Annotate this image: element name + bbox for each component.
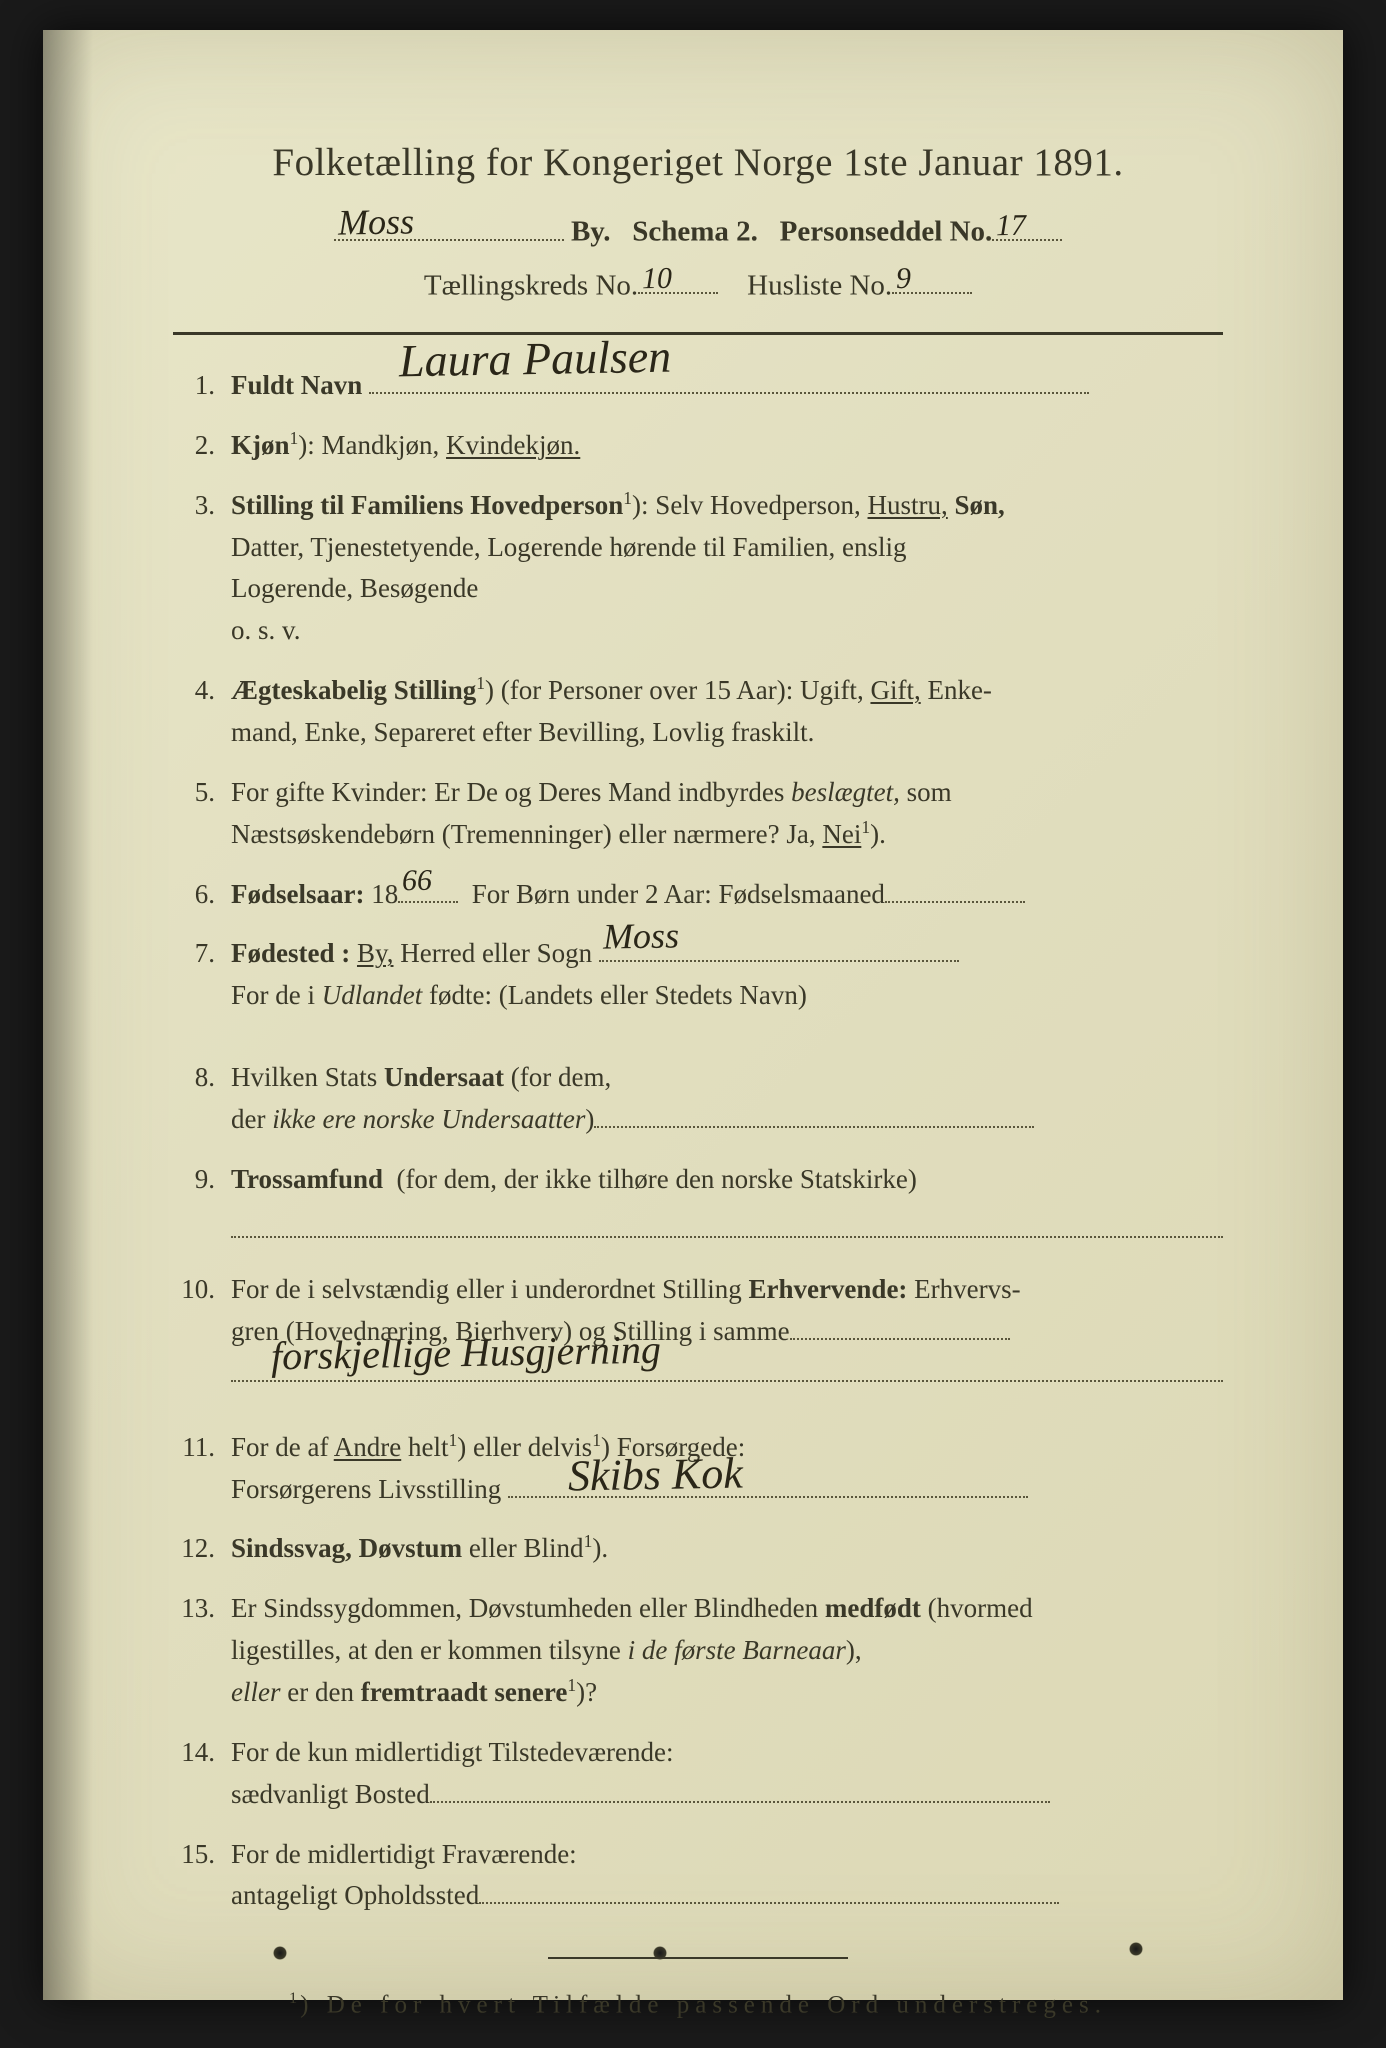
q3-label: Stilling til Familiens Hovedperson [231, 490, 623, 520]
q2-label: Kjøn [231, 430, 290, 460]
divider-top [173, 332, 1223, 335]
schema-label: Schema 2. [632, 216, 758, 248]
header-line-2: Tællingskreds No.10 Husliste No.9 [173, 267, 1223, 303]
q6-label: Fødselsaar: [231, 879, 364, 909]
q5: 5. For gifte Kvinder: Er De og Deres Man… [173, 772, 1223, 856]
form-title: Folketælling for Kongeriget Norge 1ste J… [173, 140, 1223, 185]
q10-value: forskjellige Husgjerning [270, 1319, 661, 1388]
q9: 9. Trossamfund (for dem, der ikke tilhør… [173, 1159, 1223, 1251]
q11: 11. For de af Andre helt1) eller delvis1… [173, 1427, 1223, 1511]
q4-label: Ægteskabelig Stilling [231, 675, 476, 705]
header-line-1: Moss By. Schema 2. Personseddel No.17 [173, 213, 1223, 249]
punch-hole [273, 1946, 287, 1960]
q10: 10. For de i selvstændig eller i underor… [173, 1269, 1223, 1395]
q4: 4. Ægteskabelig Stilling1) (for Personer… [173, 670, 1223, 754]
personseddel-no: 17 [996, 208, 1027, 243]
kreds-no: 10 [642, 262, 673, 297]
q7-label: Fødested : [231, 938, 350, 968]
q1-label: Fuldt Navn [231, 370, 362, 400]
punch-hole [1129, 1942, 1143, 1956]
census-form: Folketælling for Kongeriget Norge 1ste J… [43, 30, 1343, 2000]
q11-value: Skibs Kok [567, 1440, 743, 1511]
q7-by: By, [357, 938, 394, 968]
q15: 15. For de midlertidigt Fraværende: anta… [173, 1834, 1223, 1918]
q3-hustru: Hustru, [868, 490, 948, 520]
no-label: No. [950, 216, 993, 248]
q6-year: 66 [402, 858, 433, 905]
q7-value: Moss [602, 908, 679, 965]
punch-hole [653, 1946, 667, 1960]
q1-value: Laura Paulsen [398, 320, 671, 396]
q2-opt2: Kvindekjøn. [446, 430, 580, 460]
q8: 8. Hvilken Stats Undersaat (for dem, der… [173, 1057, 1223, 1141]
q13: 13. Er Sindssygdommen, Døvstumheden elle… [173, 1588, 1223, 1714]
husliste-no: 9 [896, 262, 912, 296]
q12: 12. Sindssvag, Døvstum eller Blind1). [173, 1528, 1223, 1570]
by-value: Moss [337, 200, 414, 243]
q5-nei: Nei [822, 819, 861, 849]
q4-gift: Gift, [870, 675, 920, 705]
divider-bottom [548, 1957, 848, 1959]
q1: 1. Fuldt Navn Laura Paulsen [173, 365, 1223, 407]
husliste-label: Husliste No. [747, 269, 892, 301]
q9-label: Trossamfund [231, 1164, 383, 1194]
personseddel-label: Personseddel [780, 216, 943, 248]
q12-label: Sindssvag, Døvstum [231, 1533, 462, 1563]
q3: 3. Stilling til Familiens Hovedperson1):… [173, 485, 1223, 652]
footnote: 1) De for hvert Tilfælde passende Ord un… [173, 1989, 1223, 2019]
kreds-label: Tællingskreds No. [424, 269, 638, 301]
by-label: By. [571, 216, 611, 248]
q7: 7. Fødested : By, Herred eller Sogn Moss… [173, 933, 1223, 1017]
q14: 14. For de kun midlertidigt Tilstedevære… [173, 1732, 1223, 1816]
q2: 2. Kjøn1): Mandkjøn, Kvindekjøn. [173, 425, 1223, 467]
q6: 6. Fødselsaar: 1866 For Børn under 2 Aar… [173, 874, 1223, 916]
q2-opt1: Mandkjøn, [322, 430, 440, 460]
